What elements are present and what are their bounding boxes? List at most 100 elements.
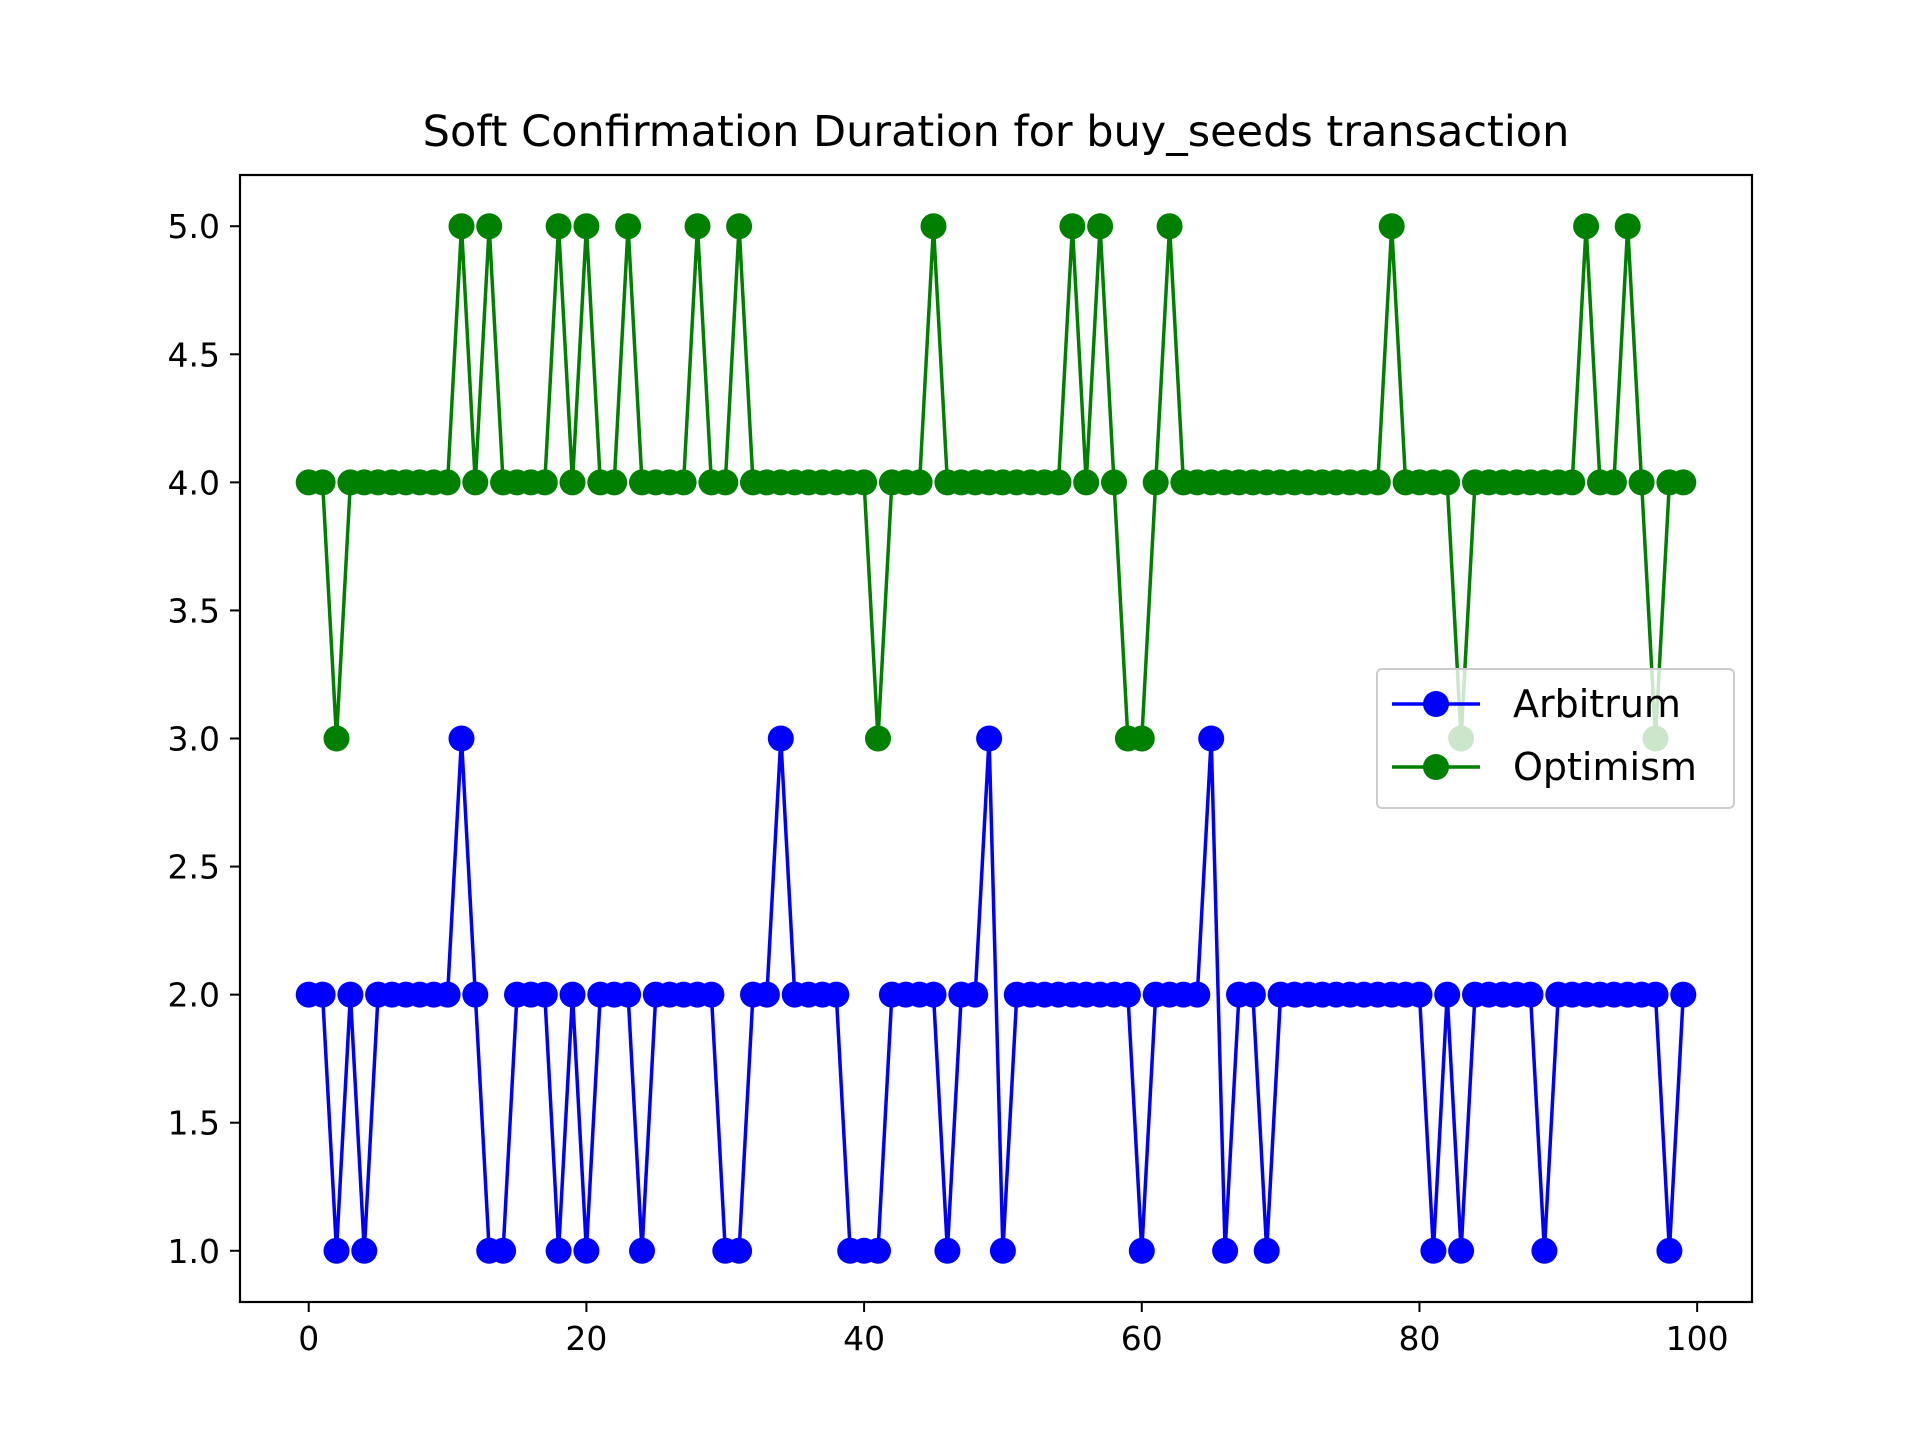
data-point-arbitrum <box>1198 725 1225 752</box>
data-point-optimism <box>1045 469 1072 496</box>
data-point-optimism <box>1087 213 1114 240</box>
axis-ticks: 0 20 40 60 80 100 1.0 1.5 2.0 2.5 3.0 3.5 4.0 4.5 5.0 <box>168 207 1729 1358</box>
data-point-arbitrum <box>309 981 336 1008</box>
data-point-arbitrum <box>753 981 780 1008</box>
legend: Arbitrum Optimism <box>1376 668 1735 809</box>
data-point-optimism <box>545 213 572 240</box>
chart-title: Soft Confirmation Duration for buy_seeds… <box>423 107 1570 157</box>
data-point-optimism <box>462 469 489 496</box>
data-point-optimism <box>906 469 933 496</box>
data-point-arbitrum <box>920 981 947 1008</box>
data-point-arbitrum <box>1670 981 1697 1008</box>
data-point-optimism <box>1073 469 1100 496</box>
data-point-arbitrum <box>865 1237 891 1264</box>
data-point-arbitrum <box>1406 981 1433 1008</box>
data-point-optimism <box>1434 469 1461 496</box>
data-point-optimism <box>920 213 947 240</box>
data-point-optimism <box>531 469 558 496</box>
data-point-arbitrum <box>629 1237 655 1264</box>
y-tick-label: 2.5 <box>168 848 220 887</box>
legend-marker-optimism <box>1423 754 1449 780</box>
data-point-arbitrum <box>1448 1237 1475 1264</box>
data-point-optimism <box>601 469 628 496</box>
y-tick-label: 1.5 <box>168 1104 220 1143</box>
data-point-arbitrum <box>462 981 489 1008</box>
data-point-arbitrum <box>351 1237 378 1264</box>
data-point-arbitrum <box>448 725 475 752</box>
data-point-optimism <box>1614 213 1641 240</box>
data-point-optimism <box>476 213 503 240</box>
data-point-arbitrum <box>1184 981 1211 1008</box>
data-point-arbitrum <box>1531 1237 1558 1264</box>
data-point-arbitrum <box>698 981 725 1008</box>
legend-label-optimism: Optimism <box>1513 745 1697 789</box>
y-tick-label: 1.0 <box>168 1232 220 1271</box>
y-tick-label: 4.0 <box>168 463 220 502</box>
data-point-arbitrum <box>767 725 794 752</box>
data-point-optimism <box>851 469 878 496</box>
data-point-optimism <box>712 469 739 496</box>
data-point-arbitrum <box>337 981 364 1008</box>
data-point-optimism <box>1670 469 1697 496</box>
x-tick-label: 0 <box>298 1319 319 1358</box>
y-tick-label: 3.5 <box>168 591 220 630</box>
data-point-arbitrum <box>545 1237 572 1264</box>
data-point-optimism <box>1156 213 1183 240</box>
data-point-optimism <box>1364 469 1391 496</box>
data-point-arbitrum <box>559 981 586 1008</box>
legend-label-arbitrum: Arbitrum <box>1513 682 1681 726</box>
data-point-arbitrum <box>323 1237 350 1264</box>
data-point-optimism <box>1101 469 1127 496</box>
x-tick-label: 40 <box>843 1319 885 1358</box>
data-point-arbitrum <box>962 981 989 1008</box>
data-point-arbitrum <box>434 981 461 1008</box>
data-point-arbitrum <box>1114 981 1141 1008</box>
data-point-optimism <box>1559 469 1586 496</box>
x-tick-label: 100 <box>1666 1319 1729 1358</box>
data-point-arbitrum <box>1642 981 1669 1008</box>
legend-marker-arbitrum <box>1423 691 1449 717</box>
data-point-optimism <box>309 469 336 496</box>
data-point-arbitrum <box>1420 1237 1447 1264</box>
data-point-optimism <box>448 213 475 240</box>
data-point-optimism <box>1142 469 1169 496</box>
data-point-optimism <box>323 725 350 752</box>
series-layer <box>295 213 1697 1264</box>
data-point-optimism <box>1128 725 1155 752</box>
data-point-arbitrum <box>823 981 850 1008</box>
data-point-arbitrum <box>573 1237 600 1264</box>
data-point-arbitrum <box>1212 1237 1239 1264</box>
x-tick-label: 80 <box>1398 1319 1440 1358</box>
y-tick-label: 2.0 <box>168 976 220 1015</box>
data-point-arbitrum <box>726 1237 753 1264</box>
x-tick-label: 60 <box>1121 1319 1163 1358</box>
data-point-optimism <box>1600 469 1627 496</box>
data-point-optimism <box>559 469 586 496</box>
data-point-arbitrum <box>1253 1237 1280 1264</box>
y-tick-label: 5.0 <box>168 207 220 246</box>
data-point-arbitrum <box>934 1237 961 1264</box>
data-point-arbitrum <box>976 725 1003 752</box>
data-point-arbitrum <box>1517 981 1544 1008</box>
data-point-optimism <box>865 725 891 752</box>
data-point-arbitrum <box>1434 981 1461 1008</box>
data-point-optimism <box>1573 213 1600 240</box>
data-point-arbitrum <box>490 1237 517 1264</box>
data-point-optimism <box>726 213 753 240</box>
data-point-arbitrum <box>989 1237 1016 1264</box>
data-point-arbitrum <box>1656 1237 1683 1264</box>
y-tick-label: 4.5 <box>168 335 220 374</box>
data-point-arbitrum <box>1239 981 1266 1008</box>
data-point-optimism <box>1378 213 1405 240</box>
data-point-optimism <box>1628 469 1655 496</box>
x-tick-label: 20 <box>565 1319 607 1358</box>
data-point-optimism <box>434 469 461 496</box>
data-point-optimism <box>573 213 600 240</box>
y-tick-label: 3.0 <box>168 720 220 759</box>
data-point-arbitrum <box>615 981 642 1008</box>
data-point-optimism <box>615 213 642 240</box>
data-point-arbitrum <box>1128 1237 1155 1264</box>
data-point-optimism <box>1059 213 1086 240</box>
data-point-arbitrum <box>531 981 558 1008</box>
